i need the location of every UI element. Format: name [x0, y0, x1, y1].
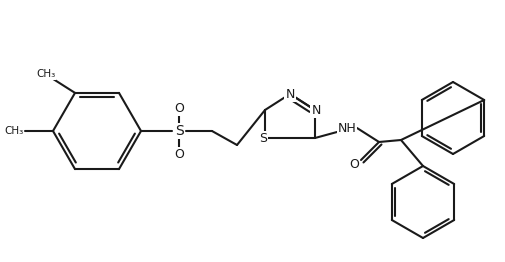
Text: CH₃: CH₃ — [5, 126, 24, 136]
Text: O: O — [174, 148, 184, 161]
Text: CH₃: CH₃ — [36, 69, 56, 79]
Text: O: O — [349, 157, 359, 171]
Text: N: N — [285, 88, 295, 101]
Text: S: S — [175, 124, 183, 138]
Text: S: S — [259, 132, 267, 145]
Text: NH: NH — [338, 122, 357, 134]
Text: O: O — [174, 101, 184, 114]
Text: N: N — [311, 103, 321, 117]
